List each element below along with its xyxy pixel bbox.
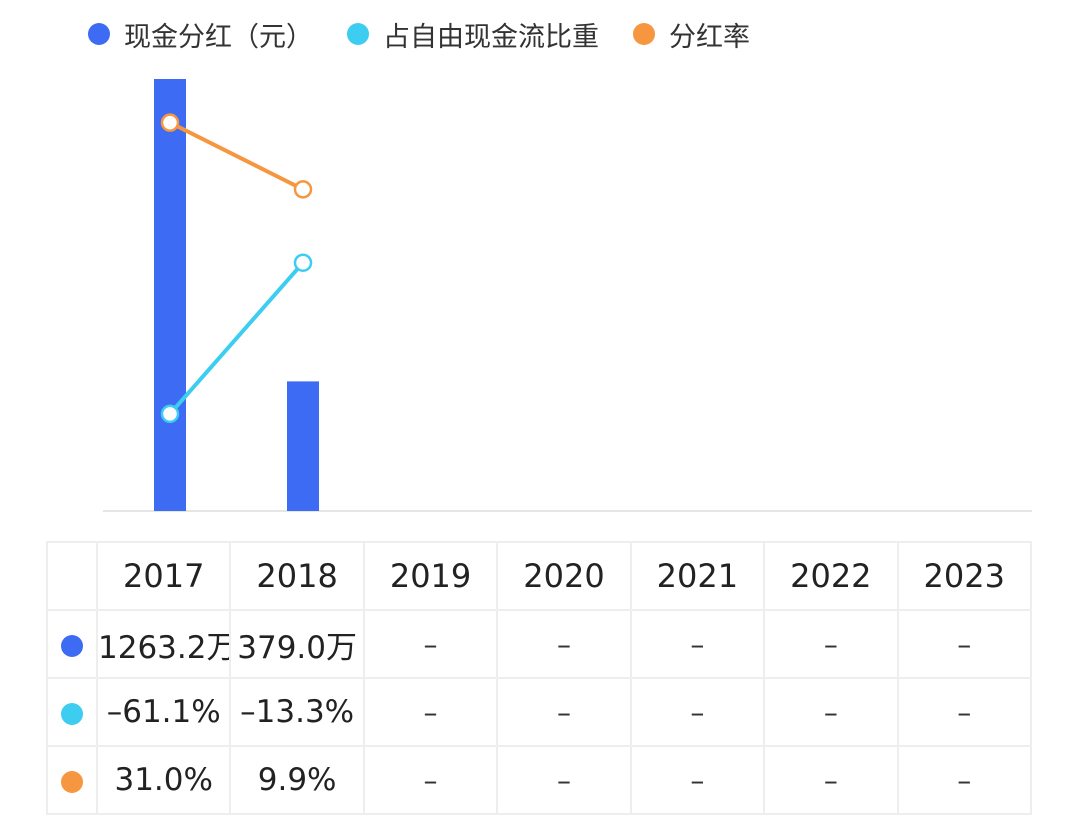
table-cell: 9.9% <box>229 745 365 815</box>
legend-item-fcf-share[interactable]: 占自由现金流比重 <box>347 15 599 54</box>
table-cell: – <box>896 609 1033 679</box>
table-cell: 1263.2万 <box>95 609 232 679</box>
line-fcf-share <box>168 260 305 416</box>
table-cell: – <box>362 677 499 747</box>
year-header: 2021 <box>629 541 766 611</box>
legend-marker <box>88 23 110 45</box>
row-marker-cell <box>46 677 98 747</box>
table-cell: – <box>763 609 899 679</box>
legend-item-payout-ratio[interactable]: 分红率 <box>633 15 750 54</box>
legend-label: 分红率 <box>669 21 750 53</box>
point-fcf-share-2018 <box>293 253 313 272</box>
data-table: 2017 2018 2019 2020 2021 2022 2023 1263.… <box>46 541 1033 815</box>
table-cell: –13.3% <box>229 677 365 747</box>
table-cell: – <box>763 677 899 747</box>
point-payout-ratio-2017 <box>160 113 180 132</box>
combo-chart <box>103 79 1032 512</box>
row-marker-cell <box>46 745 98 815</box>
legend-item-cash-dividend[interactable]: 现金分红（元） <box>88 15 313 54</box>
table-cell: – <box>763 745 899 815</box>
table-cell: – <box>896 677 1033 747</box>
table-cell: – <box>629 609 766 679</box>
table-cell: – <box>362 745 499 815</box>
legend-label: 占自由现金流比重 <box>383 21 599 53</box>
year-header: 2023 <box>896 541 1033 611</box>
table-cell: – <box>896 745 1033 815</box>
table-row-fcf-share: –61.1% –13.3% – – – – – <box>46 677 1033 747</box>
table-cell: – <box>362 609 499 679</box>
line-payout-ratio <box>168 120 305 192</box>
table-cell: – <box>496 609 632 679</box>
table-cell: – <box>629 745 766 815</box>
year-header: 2018 <box>229 541 365 611</box>
table-corner-cell <box>46 541 98 611</box>
year-header: 2019 <box>362 541 499 611</box>
table-row-payout-ratio: 31.0% 9.9% – – – – – <box>46 745 1033 815</box>
year-header: 2020 <box>496 541 632 611</box>
point-fcf-share-2017 <box>160 404 180 424</box>
table-cell: 379.0万 <box>229 609 365 679</box>
table-cell: – <box>496 745 632 815</box>
bar-cash-dividend-2018 <box>287 381 319 511</box>
year-header: 2017 <box>95 541 232 611</box>
legend-marker <box>347 23 369 45</box>
table-cell: 31.0% <box>95 745 232 815</box>
series-dot <box>61 770 83 793</box>
table-cell: –61.1% <box>95 677 232 747</box>
bar-cash-dividend-2017 <box>154 79 186 511</box>
series-dot <box>61 702 83 725</box>
table-cell: – <box>629 677 766 747</box>
table-header-row: 2017 2018 2019 2020 2021 2022 2023 <box>46 541 1033 611</box>
legend-marker <box>633 23 655 45</box>
series-dot <box>61 634 83 657</box>
table-cell: – <box>496 677 632 747</box>
legend-label: 现金分红（元） <box>124 21 313 53</box>
table-row-cash-dividend: 1263.2万 379.0万 – – – – – <box>46 609 1033 679</box>
legend: 现金分红（元） 占自由现金流比重 分红率 <box>88 14 784 54</box>
point-payout-ratio-2018 <box>293 180 313 199</box>
year-header: 2022 <box>763 541 899 611</box>
row-marker-cell <box>46 609 98 679</box>
